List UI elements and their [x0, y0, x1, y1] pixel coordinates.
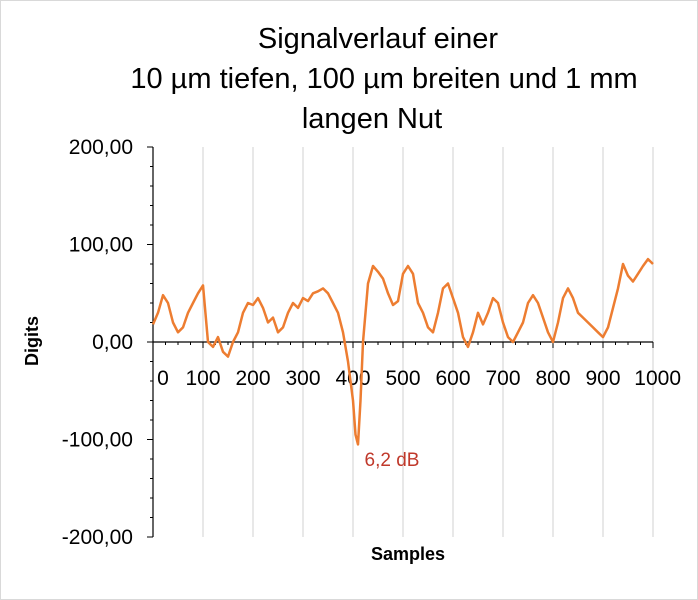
x-axis — [152, 341, 654, 348]
y-axis — [147, 146, 154, 538]
x-axis-label: Samples — [371, 544, 445, 564]
x-tick-label: 1000 — [634, 367, 681, 390]
annotation-label: 6,2 dB — [365, 450, 420, 471]
x-tick-label: 100 — [185, 367, 220, 390]
y-tick-label: 0,00 — [92, 331, 133, 354]
x-tick-label: 300 — [285, 367, 320, 390]
x-tick-label: 200 — [235, 367, 270, 390]
chart-title-line-3: langen Nut — [302, 103, 442, 135]
y-tick-labels: 200,00 100,00 0,00 -100,00 -200,00 — [62, 136, 133, 549]
x-tick-label: 0 — [157, 367, 169, 390]
x-tick-label: 400 — [335, 367, 370, 390]
x-tick-label: 700 — [485, 367, 520, 390]
y-tick-label: 100,00 — [69, 234, 133, 257]
series-line — [151, 257, 654, 446]
chart-title-line-1: Signalverlauf einer — [258, 23, 499, 55]
x-tick-label: 900 — [585, 367, 620, 390]
x-tick-labels: 0 100 200 300 400 500 600 700 800 900 1000 — [157, 367, 681, 390]
x-tick-label: 600 — [435, 367, 470, 390]
y-tick-label: 200,00 — [69, 136, 133, 159]
x-tick-label: 500 — [385, 367, 420, 390]
chart-title: Signalverlauf einer 10 µm tiefen, 100 µm… — [130, 23, 637, 135]
chart-title-line-2: 10 µm tiefen, 100 µm breiten und 1 mm — [130, 63, 637, 95]
y-tick-label: -200,00 — [62, 526, 133, 549]
y-tick-label: -100,00 — [62, 429, 133, 452]
y-axis-label: Digits — [22, 316, 42, 366]
x-tick-label: 800 — [535, 367, 570, 390]
series-group — [151, 257, 654, 446]
